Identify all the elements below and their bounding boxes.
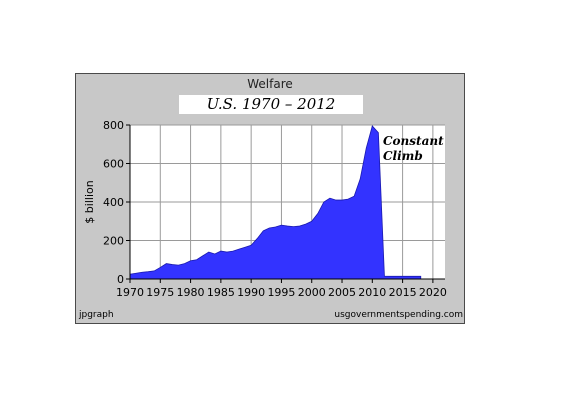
x-tick-label: 1985 [207, 286, 235, 299]
x-tick-label: 2015 [389, 286, 417, 299]
x-tick-label: 1980 [177, 286, 205, 299]
x-tick-label: 2000 [298, 286, 326, 299]
y-axis-label: $ billion [83, 180, 96, 223]
x-tick-label: 2005 [328, 286, 356, 299]
chart-annotation-line: Constant [383, 134, 444, 148]
y-tick-label: 400 [103, 196, 124, 209]
y-tick-label: 0 [117, 273, 124, 286]
footer-credit-right: usgovernmentspending.com [334, 310, 463, 320]
x-tick-label: 1975 [146, 286, 174, 299]
footer-credit-left: jpgraph [79, 310, 114, 320]
x-tick-label: 1990 [237, 286, 265, 299]
x-tick-label: 1970 [116, 286, 144, 299]
x-tick-label: 2010 [358, 286, 386, 299]
chart-subtitle: U.S. 1970 – 2012 [179, 95, 363, 114]
x-tick-label: 1995 [267, 286, 295, 299]
y-tick-label: 200 [103, 235, 124, 248]
y-tick-label: 800 [103, 119, 124, 132]
x-tick-label: 2020 [419, 286, 447, 299]
chart-title: Welfare [247, 77, 293, 91]
chart-annotation-line: Climb [383, 149, 423, 163]
y-tick-label: 600 [103, 158, 124, 171]
series-area-welfare [129, 125, 422, 280]
